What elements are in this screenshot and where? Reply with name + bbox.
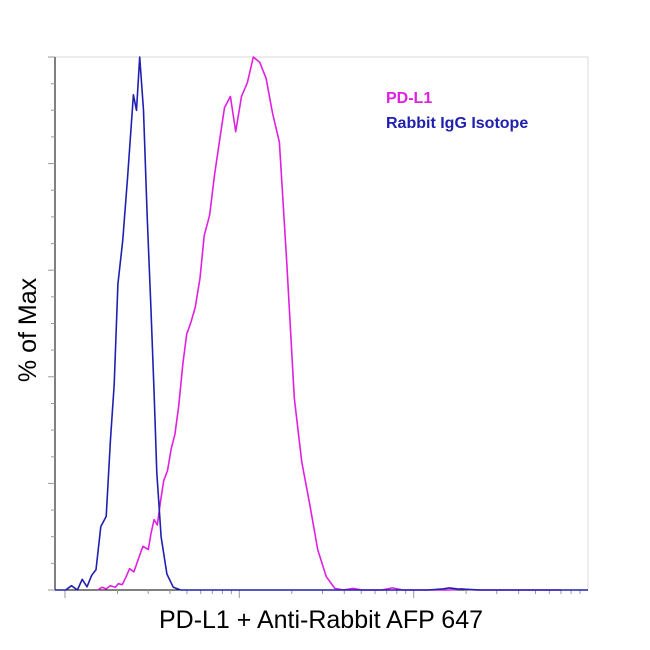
y-axis-ticks — [48, 56, 55, 591]
legend: PD-L1 Rabbit IgG Isotope — [386, 90, 528, 132]
legend-entry-rabbit-igg-isotope: Rabbit IgG Isotope — [386, 115, 528, 132]
plot-frame — [54, 56, 589, 591]
x-axis-ticks — [64, 590, 581, 598]
series-line-rabbit-igg-isotope — [55, 56, 588, 591]
legend-entry-pd-l1: PD-L1 — [386, 90, 432, 107]
series-line-pd-l1 — [97, 56, 562, 591]
series-layer — [55, 56, 588, 591]
y-axis-label: % of Max — [14, 277, 42, 382]
x-axis-label: PD-L1 + Anti-Rabbit AFP 647 — [159, 606, 483, 634]
